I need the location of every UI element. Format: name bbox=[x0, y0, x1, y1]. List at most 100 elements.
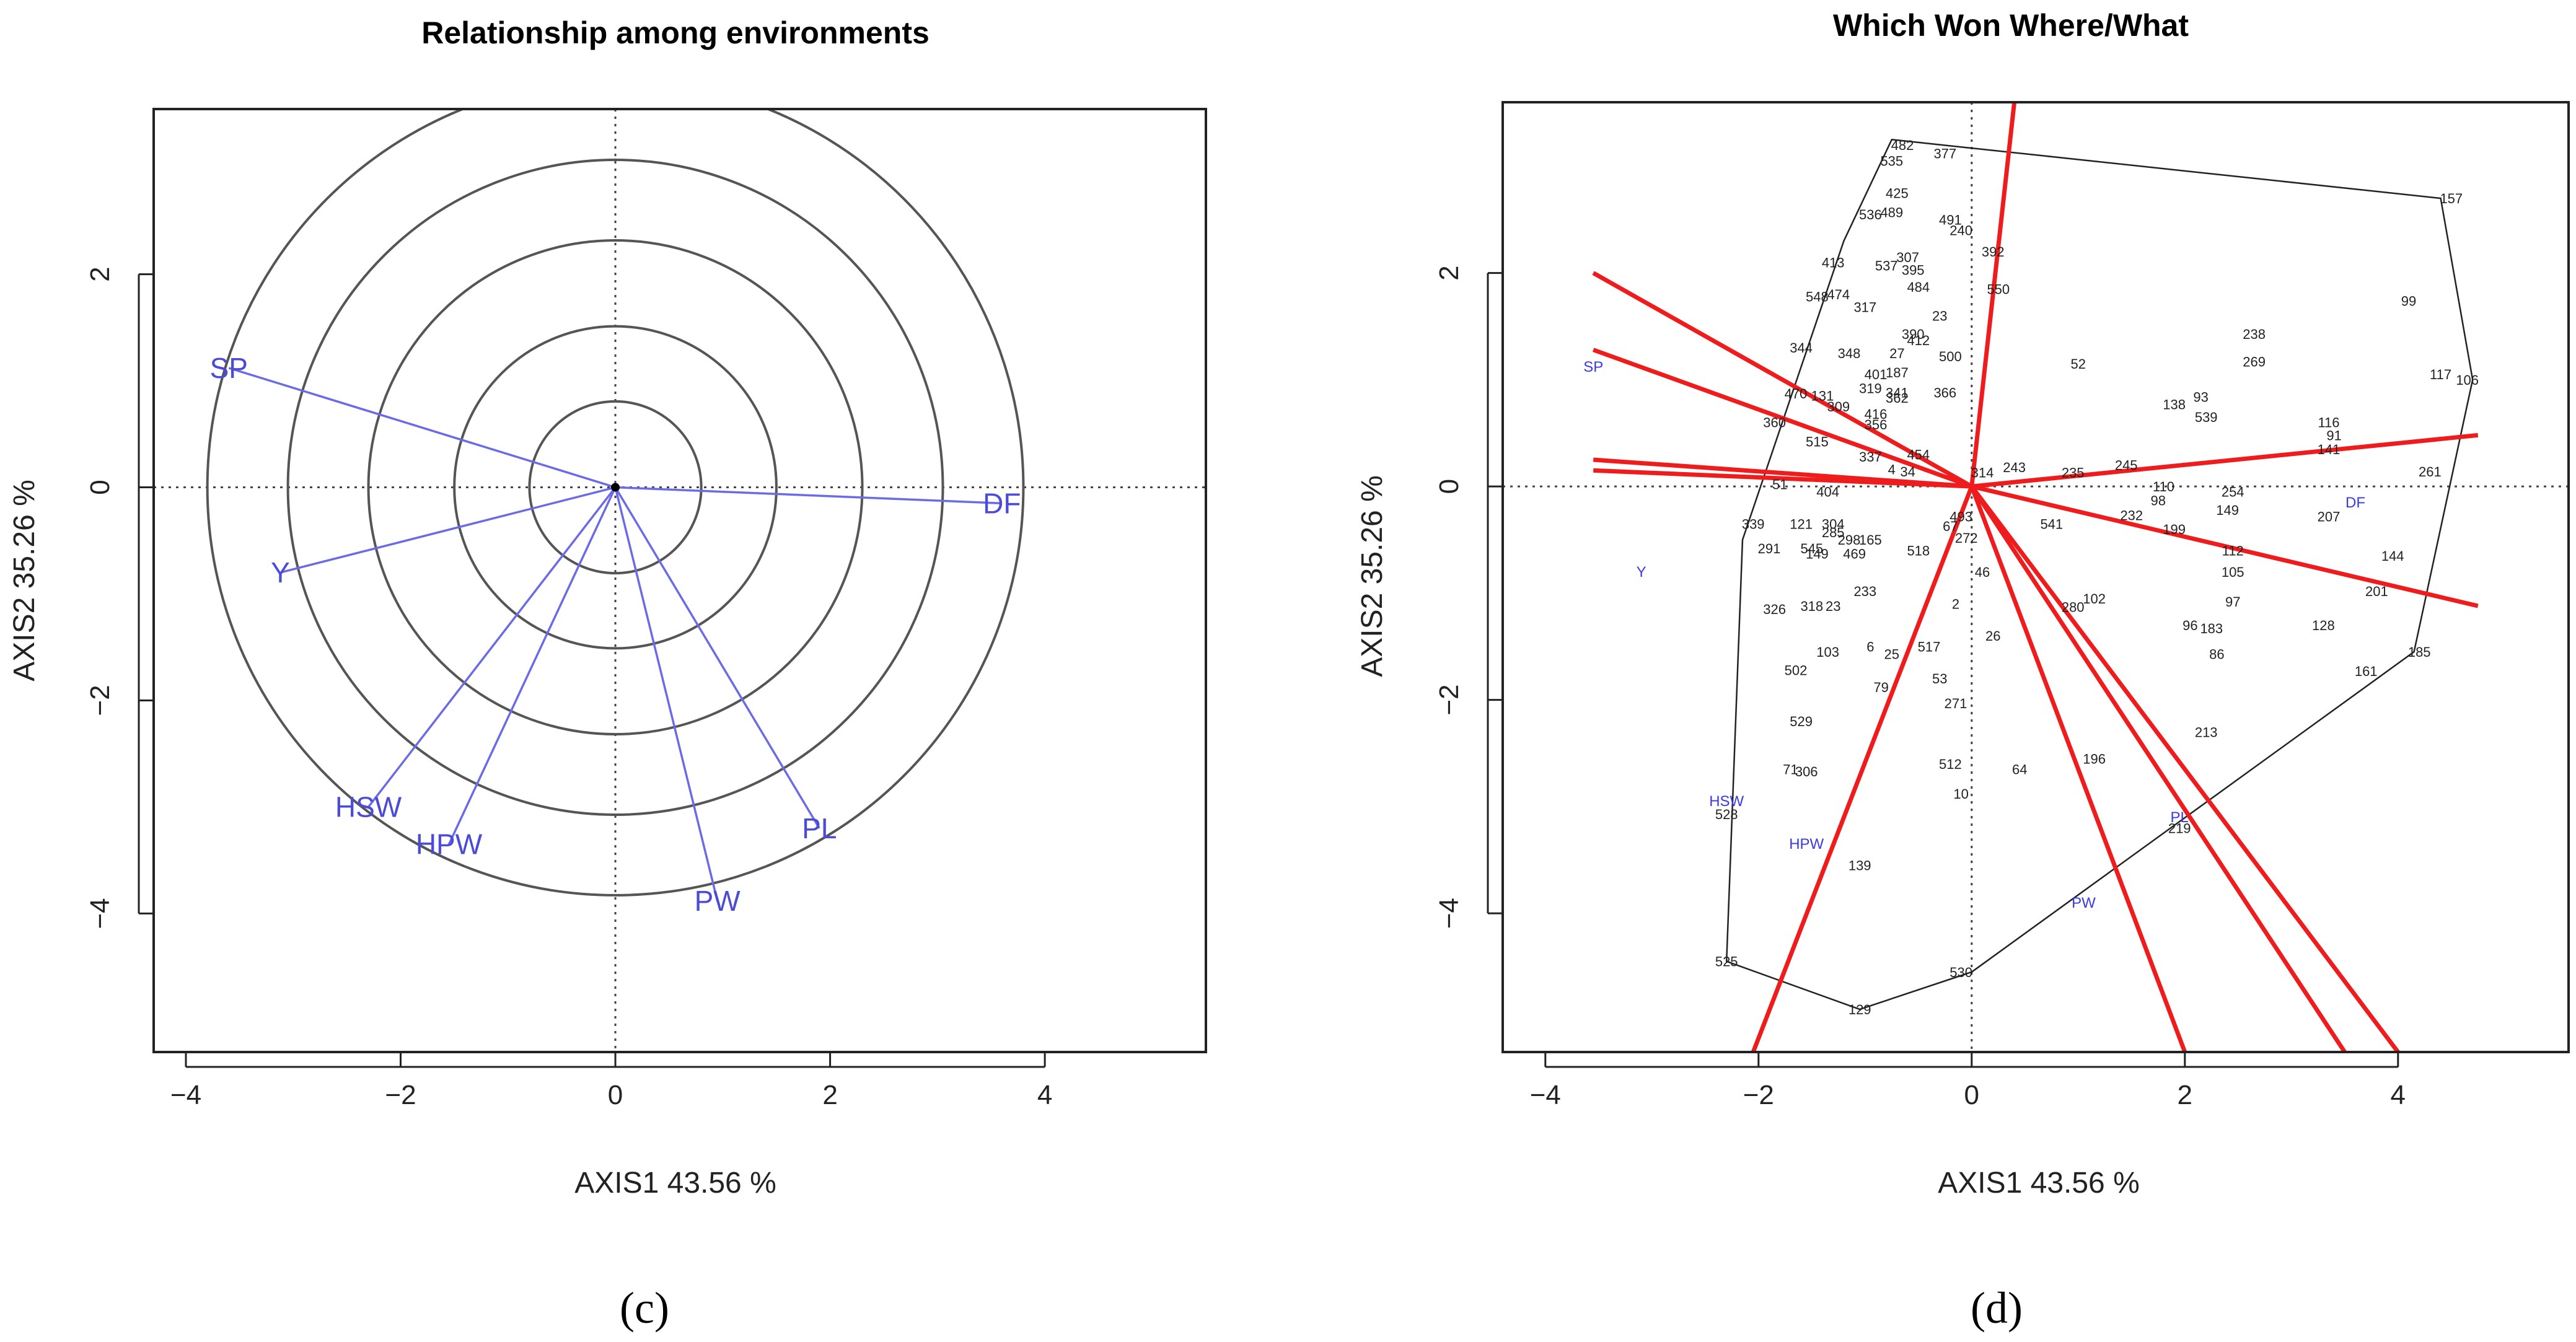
d-genotype-label: 356 bbox=[1865, 417, 1888, 432]
d-genotype-label: 528 bbox=[1715, 807, 1738, 822]
d-genotype-label: 341 bbox=[1886, 385, 1909, 401]
d-genotype-label: 4 bbox=[1888, 462, 1896, 478]
d-y-tick-label: 2 bbox=[1434, 265, 1464, 280]
d-genotype-label: 187 bbox=[1886, 365, 1909, 380]
d-genotype-label: 99 bbox=[2401, 293, 2416, 309]
d-genotype-label: 79 bbox=[1873, 680, 1888, 695]
d-genotype-label: 536 bbox=[1859, 207, 1882, 222]
c-vector-sp bbox=[228, 367, 616, 489]
c-vector-label-pl: PL bbox=[802, 812, 837, 844]
d-genotype-label: 366 bbox=[1933, 385, 1956, 401]
d-genotype-label: 317 bbox=[1853, 300, 1876, 315]
d-x-tick-label: 4 bbox=[2391, 1080, 2406, 1110]
d-genotype-label: 518 bbox=[1907, 543, 1930, 558]
d-sector-ray bbox=[1969, 485, 2187, 1052]
d-genotype-label: 6 bbox=[1866, 639, 1874, 654]
d-genotype-label: 91 bbox=[2326, 428, 2341, 443]
d-genotype-label: 344 bbox=[1790, 340, 1813, 356]
d-genotype-label: 291 bbox=[1758, 541, 1781, 556]
d-genotype-label: 117 bbox=[2430, 367, 2451, 382]
d-genotype-label: 245 bbox=[2115, 458, 2138, 473]
d-genotype-label: 243 bbox=[2003, 460, 2026, 475]
d-genotype-label: 52 bbox=[2071, 356, 2086, 372]
d-genotype-label: 25 bbox=[1884, 647, 1899, 662]
d-genotype-label: 392 bbox=[1982, 244, 2005, 260]
panel-c-x-axis-title: AXIS1 43.56 % bbox=[574, 1167, 776, 1199]
d-genotype-label: 27 bbox=[1889, 346, 1904, 361]
d-genotype-label: 207 bbox=[2318, 509, 2341, 524]
panel-d-y-axis: −4 −2 0 2 bbox=[1434, 265, 1503, 929]
d-genotype-label: 337 bbox=[1859, 449, 1882, 465]
c-vector-label-pw: PW bbox=[695, 885, 741, 917]
c-vector-pw bbox=[614, 487, 719, 901]
d-genotype-label: 314 bbox=[1971, 465, 1994, 481]
d-sector-ray bbox=[1593, 468, 1972, 489]
d-convex-hull bbox=[1725, 138, 2474, 1011]
d-genotype-label: 469 bbox=[1843, 546, 1866, 562]
c-vector-label-df: DF bbox=[983, 487, 1021, 519]
d-x-tick-label: 0 bbox=[1964, 1080, 1979, 1110]
d-genotype-label: 110 bbox=[2153, 479, 2174, 494]
d-genotype-label: 129 bbox=[1848, 1002, 1871, 1017]
c-concentric-circle bbox=[206, 109, 1025, 897]
c-vector-y bbox=[280, 486, 616, 574]
d-x-tick-label: −2 bbox=[1743, 1080, 1774, 1110]
d-genotype-label: 318 bbox=[1800, 599, 1823, 614]
d-genotype-label: 404 bbox=[1816, 485, 1839, 500]
d-environment-label-df: DF bbox=[2345, 494, 2365, 511]
d-genotype-label: 545 bbox=[1800, 541, 1823, 556]
d-sector-ray bbox=[1971, 484, 2479, 608]
d-genotype-label: 96 bbox=[2183, 618, 2197, 633]
d-genotype-label: 298 bbox=[1838, 532, 1861, 548]
d-genotype-label: 71 bbox=[1783, 762, 1798, 778]
d-genotype-label: 525 bbox=[1715, 954, 1738, 970]
d-environment-label-pw: PW bbox=[2072, 895, 2096, 911]
d-genotype-label: 112 bbox=[2222, 543, 2244, 558]
d-genotype-label: 235 bbox=[2062, 465, 2085, 481]
d-genotype-label: 474 bbox=[1827, 287, 1850, 302]
d-genotype-label: 183 bbox=[2200, 621, 2223, 636]
c-vector-hpw bbox=[447, 486, 617, 845]
d-genotype-label: 360 bbox=[1763, 415, 1786, 431]
d-genotype-label: 64 bbox=[2012, 762, 2027, 778]
d-x-tick-label: 2 bbox=[2178, 1080, 2192, 1110]
d-genotype-label: 271 bbox=[1945, 696, 1967, 711]
c-vector-label-sp: SP bbox=[210, 352, 248, 384]
d-genotype-label: 269 bbox=[2243, 354, 2266, 370]
panel-c-x-axis: −4 −2 0 2 4 bbox=[170, 1052, 1052, 1110]
panel-c-y-axis-title: AXIS2 35.26 % bbox=[8, 480, 41, 682]
d-genotype-label: 97 bbox=[2225, 594, 2240, 610]
d-genotype-label: 165 bbox=[1859, 532, 1882, 548]
panel-c-label: (c) bbox=[620, 1283, 669, 1333]
d-genotype-label: 149 bbox=[1806, 546, 1829, 562]
panel-d-plot-frame bbox=[1501, 101, 2570, 1053]
d-genotype-label: 500 bbox=[1939, 349, 1962, 364]
panel-d-title: Which Won Where/What bbox=[1833, 8, 2189, 43]
c-vector-label-y: Y bbox=[271, 556, 290, 589]
d-genotype-label: 232 bbox=[2120, 508, 2143, 524]
d-y-tick-label: −2 bbox=[1434, 684, 1464, 715]
d-genotype-label: 425 bbox=[1886, 185, 1909, 201]
c-y-tick-label: −4 bbox=[85, 898, 115, 929]
d-genotype-label: 2 bbox=[1952, 597, 1959, 612]
d-sector-ray bbox=[1971, 432, 2479, 489]
d-genotype-label: 304 bbox=[1822, 516, 1845, 532]
d-sector-ray bbox=[1751, 485, 1974, 1052]
d-genotype-label: 412 bbox=[1907, 333, 1930, 348]
d-genotype-label: 517 bbox=[1918, 639, 1941, 654]
c-concentric-circle bbox=[528, 400, 703, 575]
d-genotype-label: 515 bbox=[1806, 434, 1829, 450]
panel-c-title: Relationship among environments bbox=[421, 15, 930, 50]
d-environment-label-pl: PL bbox=[2171, 809, 2189, 826]
d-genotype-label: 219 bbox=[2168, 820, 2191, 836]
d-genotype-label: 280 bbox=[2062, 600, 2085, 615]
d-genotype-label: 454 bbox=[1907, 447, 1930, 462]
d-environment-label-sp: SP bbox=[1583, 359, 1603, 375]
d-genotype-label: 213 bbox=[2195, 724, 2218, 740]
d-genotype-label: 93 bbox=[2193, 389, 2208, 405]
d-genotype-label: 98 bbox=[2151, 493, 2166, 508]
d-genotype-label: 161 bbox=[2355, 664, 2378, 679]
d-sector-ray bbox=[1970, 485, 2400, 1052]
